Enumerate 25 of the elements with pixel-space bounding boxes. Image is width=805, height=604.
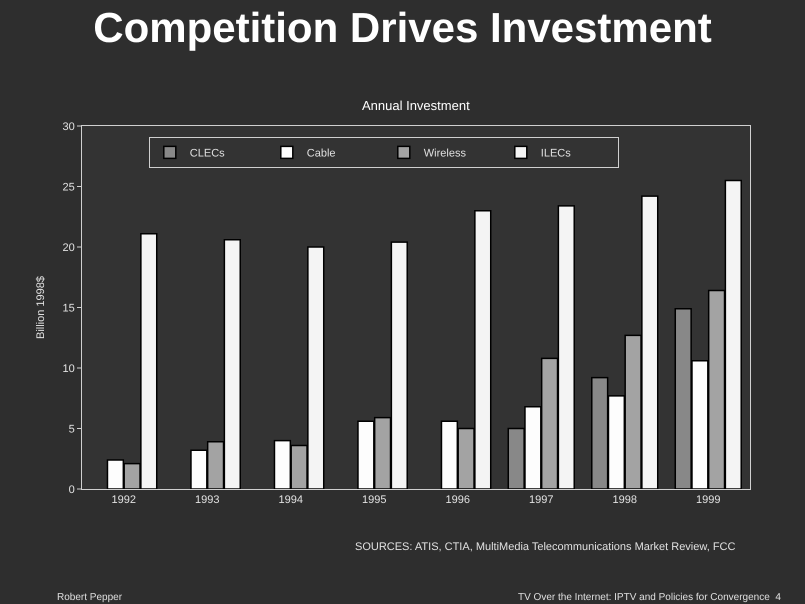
x-tick-label: 1996 xyxy=(446,494,470,506)
legend-label: ILECs xyxy=(540,148,572,160)
x-tick-label: 1994 xyxy=(278,494,303,506)
chart-subtitle: Annual Investment xyxy=(362,98,470,113)
y-tick-label: 5 xyxy=(68,423,75,436)
y-tick-label: 20 xyxy=(62,242,75,254)
legend-label: CLECs xyxy=(190,148,226,160)
y-tick-label: 25 xyxy=(62,181,75,194)
legend-label: Wireless xyxy=(424,148,466,160)
y-tick-label: 30 xyxy=(62,120,75,133)
source-note: SOURCES: ATIS, CTIA, MultiMedia Telecommunications Market Review, FCC xyxy=(355,541,736,553)
legend-label: Cable xyxy=(306,148,336,160)
y-tick-label: 0 xyxy=(68,484,75,496)
chart-title: Competition Drives Investment xyxy=(93,4,712,51)
x-tick-label: 1995 xyxy=(362,494,386,506)
x-tick-label: 1992 xyxy=(112,494,136,506)
x-tick-label: 1997 xyxy=(529,494,554,506)
text: TV Over the Internet: IPTV and Policies for Convergence 4 xyxy=(518,592,782,603)
y-tick-label: 10 xyxy=(62,362,75,375)
x-tick-label: 1993 xyxy=(195,494,220,506)
x-tick-label: 1998 xyxy=(612,494,637,506)
x-tick-label: 1999 xyxy=(696,494,720,506)
y-tick-label: 15 xyxy=(62,302,75,314)
y-axis-title: Billion 1998$ xyxy=(35,276,48,339)
text: Robert Pepper xyxy=(57,592,123,603)
